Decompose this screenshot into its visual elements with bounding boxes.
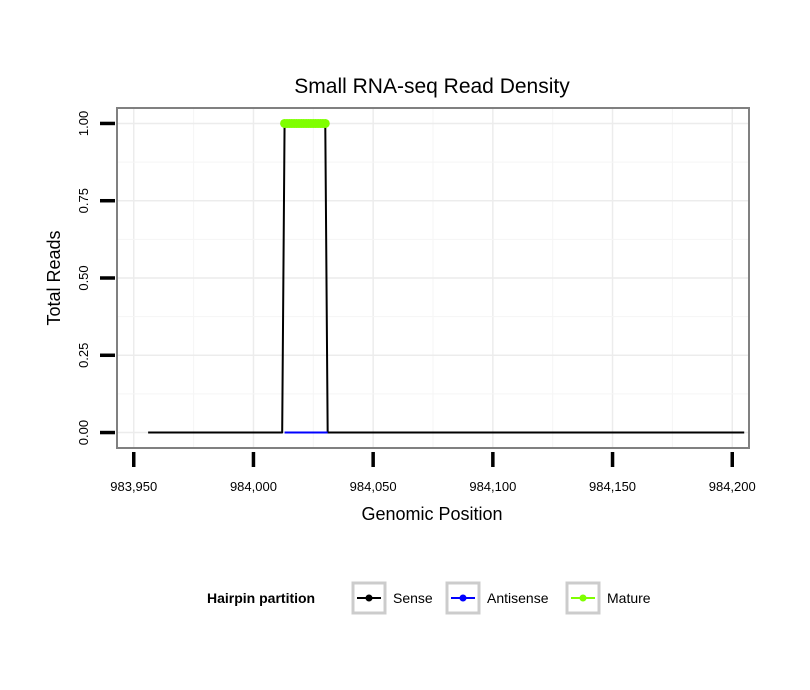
legend-key-point bbox=[459, 594, 467, 602]
mature-point bbox=[320, 118, 330, 128]
axis-layer: 983,950 984,000 984,050 984,100 984,150 984,2… bbox=[76, 111, 756, 494]
legend-item-mature: Mature bbox=[565, 581, 651, 615]
y-tick-label: 1.00 bbox=[76, 111, 91, 136]
y-tick-label: 0.50 bbox=[76, 265, 91, 290]
chart-title: Small RNA-seq Read Density bbox=[294, 75, 570, 98]
y-tick-label: 0.00 bbox=[76, 420, 91, 445]
legend-label: Antisense bbox=[487, 590, 549, 606]
legend-key-point bbox=[365, 594, 373, 602]
legend-key-point bbox=[579, 594, 587, 602]
y-tick-label: 0.25 bbox=[76, 343, 91, 368]
x-tick-label: 983,950 bbox=[110, 479, 157, 494]
x-tick-label: 984,100 bbox=[469, 479, 516, 494]
series-layer bbox=[148, 118, 745, 434]
legend-item-sense: Sense bbox=[351, 581, 433, 615]
x-axis-label: Genomic Position bbox=[361, 504, 502, 524]
legend-label: Mature bbox=[607, 590, 651, 606]
y-tick-label: 0.75 bbox=[76, 188, 91, 213]
x-tick-label: 984,050 bbox=[350, 479, 397, 494]
x-tick-label: 984,000 bbox=[230, 479, 277, 494]
plot-panel-border bbox=[116, 107, 750, 449]
x-tick-label: 984,150 bbox=[589, 479, 636, 494]
legend: Hairpin partition Sense Antisense Mature bbox=[207, 581, 651, 615]
x-tick-label: 984,200 bbox=[709, 479, 756, 494]
legend-title: Hairpin partition bbox=[207, 590, 315, 606]
legend-item-antisense: Antisense bbox=[445, 581, 549, 615]
grid-layer bbox=[117, 108, 749, 448]
y-axis-label: Total Reads bbox=[44, 230, 64, 325]
legend-items: Sense Antisense Mature bbox=[351, 581, 651, 615]
legend-label: Sense bbox=[393, 590, 433, 606]
